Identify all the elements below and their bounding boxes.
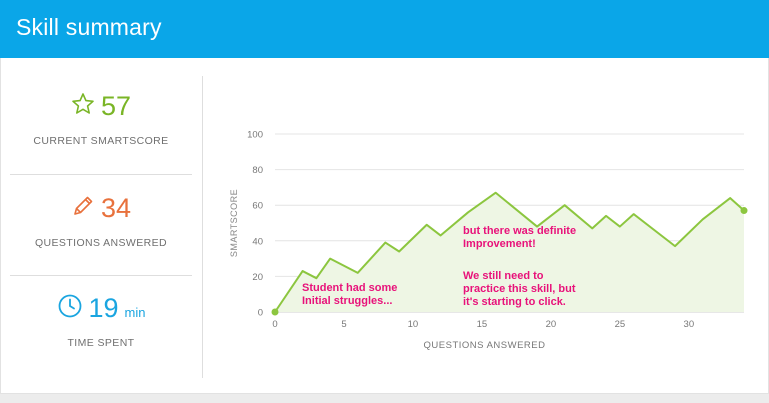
x-tick-labels: 0 5 10 15 20 25 30: [272, 319, 694, 330]
start-point: [271, 308, 279, 316]
smartscore-chart-svg: 0 20 40 60 80 100 0 5 10 15 20 25 30 SMARTSCORE QUE…: [229, 130, 748, 351]
clock-icon: [57, 293, 83, 324]
y-tick-label: 80: [252, 165, 263, 176]
y-tick-label: 40: [252, 236, 263, 247]
time-value: 19: [88, 292, 119, 323]
annotation-initial-struggles: Student had some Initial struggles...: [302, 282, 398, 307]
time-unit: min: [124, 304, 146, 320]
page-header: Skill summary: [0, 0, 769, 58]
y-tick-label: 100: [247, 130, 263, 141]
smartscore-value: 57: [100, 90, 132, 121]
y-tick-label: 0: [258, 308, 263, 319]
x-tick-label: 5: [341, 319, 346, 330]
annotation-practice: We still need to practice this skill, bu…: [463, 270, 576, 308]
score-area: [275, 192, 744, 312]
page-title: Skill summary: [16, 14, 162, 40]
questions-value: 34: [100, 192, 132, 223]
smartscore-chart: 0 20 40 60 80 100 0 5 10 15 20 25 30 SMARTSCORE QUE…: [205, 58, 765, 363]
stats-column: 57 CURRENT SMARTSCORE 34 QUESTIONS ANSWE…: [10, 58, 192, 394]
x-tick-label: 0: [272, 319, 277, 330]
x-tick-label: 25: [615, 319, 626, 330]
smartscore-stat: 57 CURRENT SMARTSCORE: [10, 58, 192, 158]
y-tick-label: 60: [252, 201, 263, 212]
x-tick-label: 20: [546, 319, 557, 330]
smartscore-label: CURRENT SMARTSCORE: [33, 135, 169, 147]
stat-divider: [10, 174, 192, 175]
x-tick-label: 15: [477, 319, 488, 330]
end-point: [740, 207, 748, 215]
y-tick-labels: 0 20 40 60 80 100: [247, 130, 263, 319]
annotation-improvement: but there was definite Improvement!: [463, 225, 577, 250]
chart-points: [271, 207, 748, 316]
questions-stat: 34 QUESTIONS ANSWERED: [10, 160, 192, 260]
x-tick-label: 30: [684, 319, 695, 330]
y-axis-label: SMARTSCORE: [229, 189, 239, 257]
pencil-icon: [71, 194, 95, 223]
column-divider: [202, 76, 203, 378]
time-stat: 19 min TIME SPENT: [10, 260, 192, 360]
x-tick-label: 10: [408, 319, 419, 330]
score-line: [274, 191, 745, 313]
y-tick-label: 20: [252, 272, 263, 283]
time-label: TIME SPENT: [67, 337, 135, 349]
stat-divider: [10, 275, 192, 276]
questions-label: QUESTIONS ANSWERED: [34, 237, 168, 249]
star-icon: [71, 92, 95, 121]
x-axis-label: QUESTIONS ANSWERED: [424, 340, 546, 351]
